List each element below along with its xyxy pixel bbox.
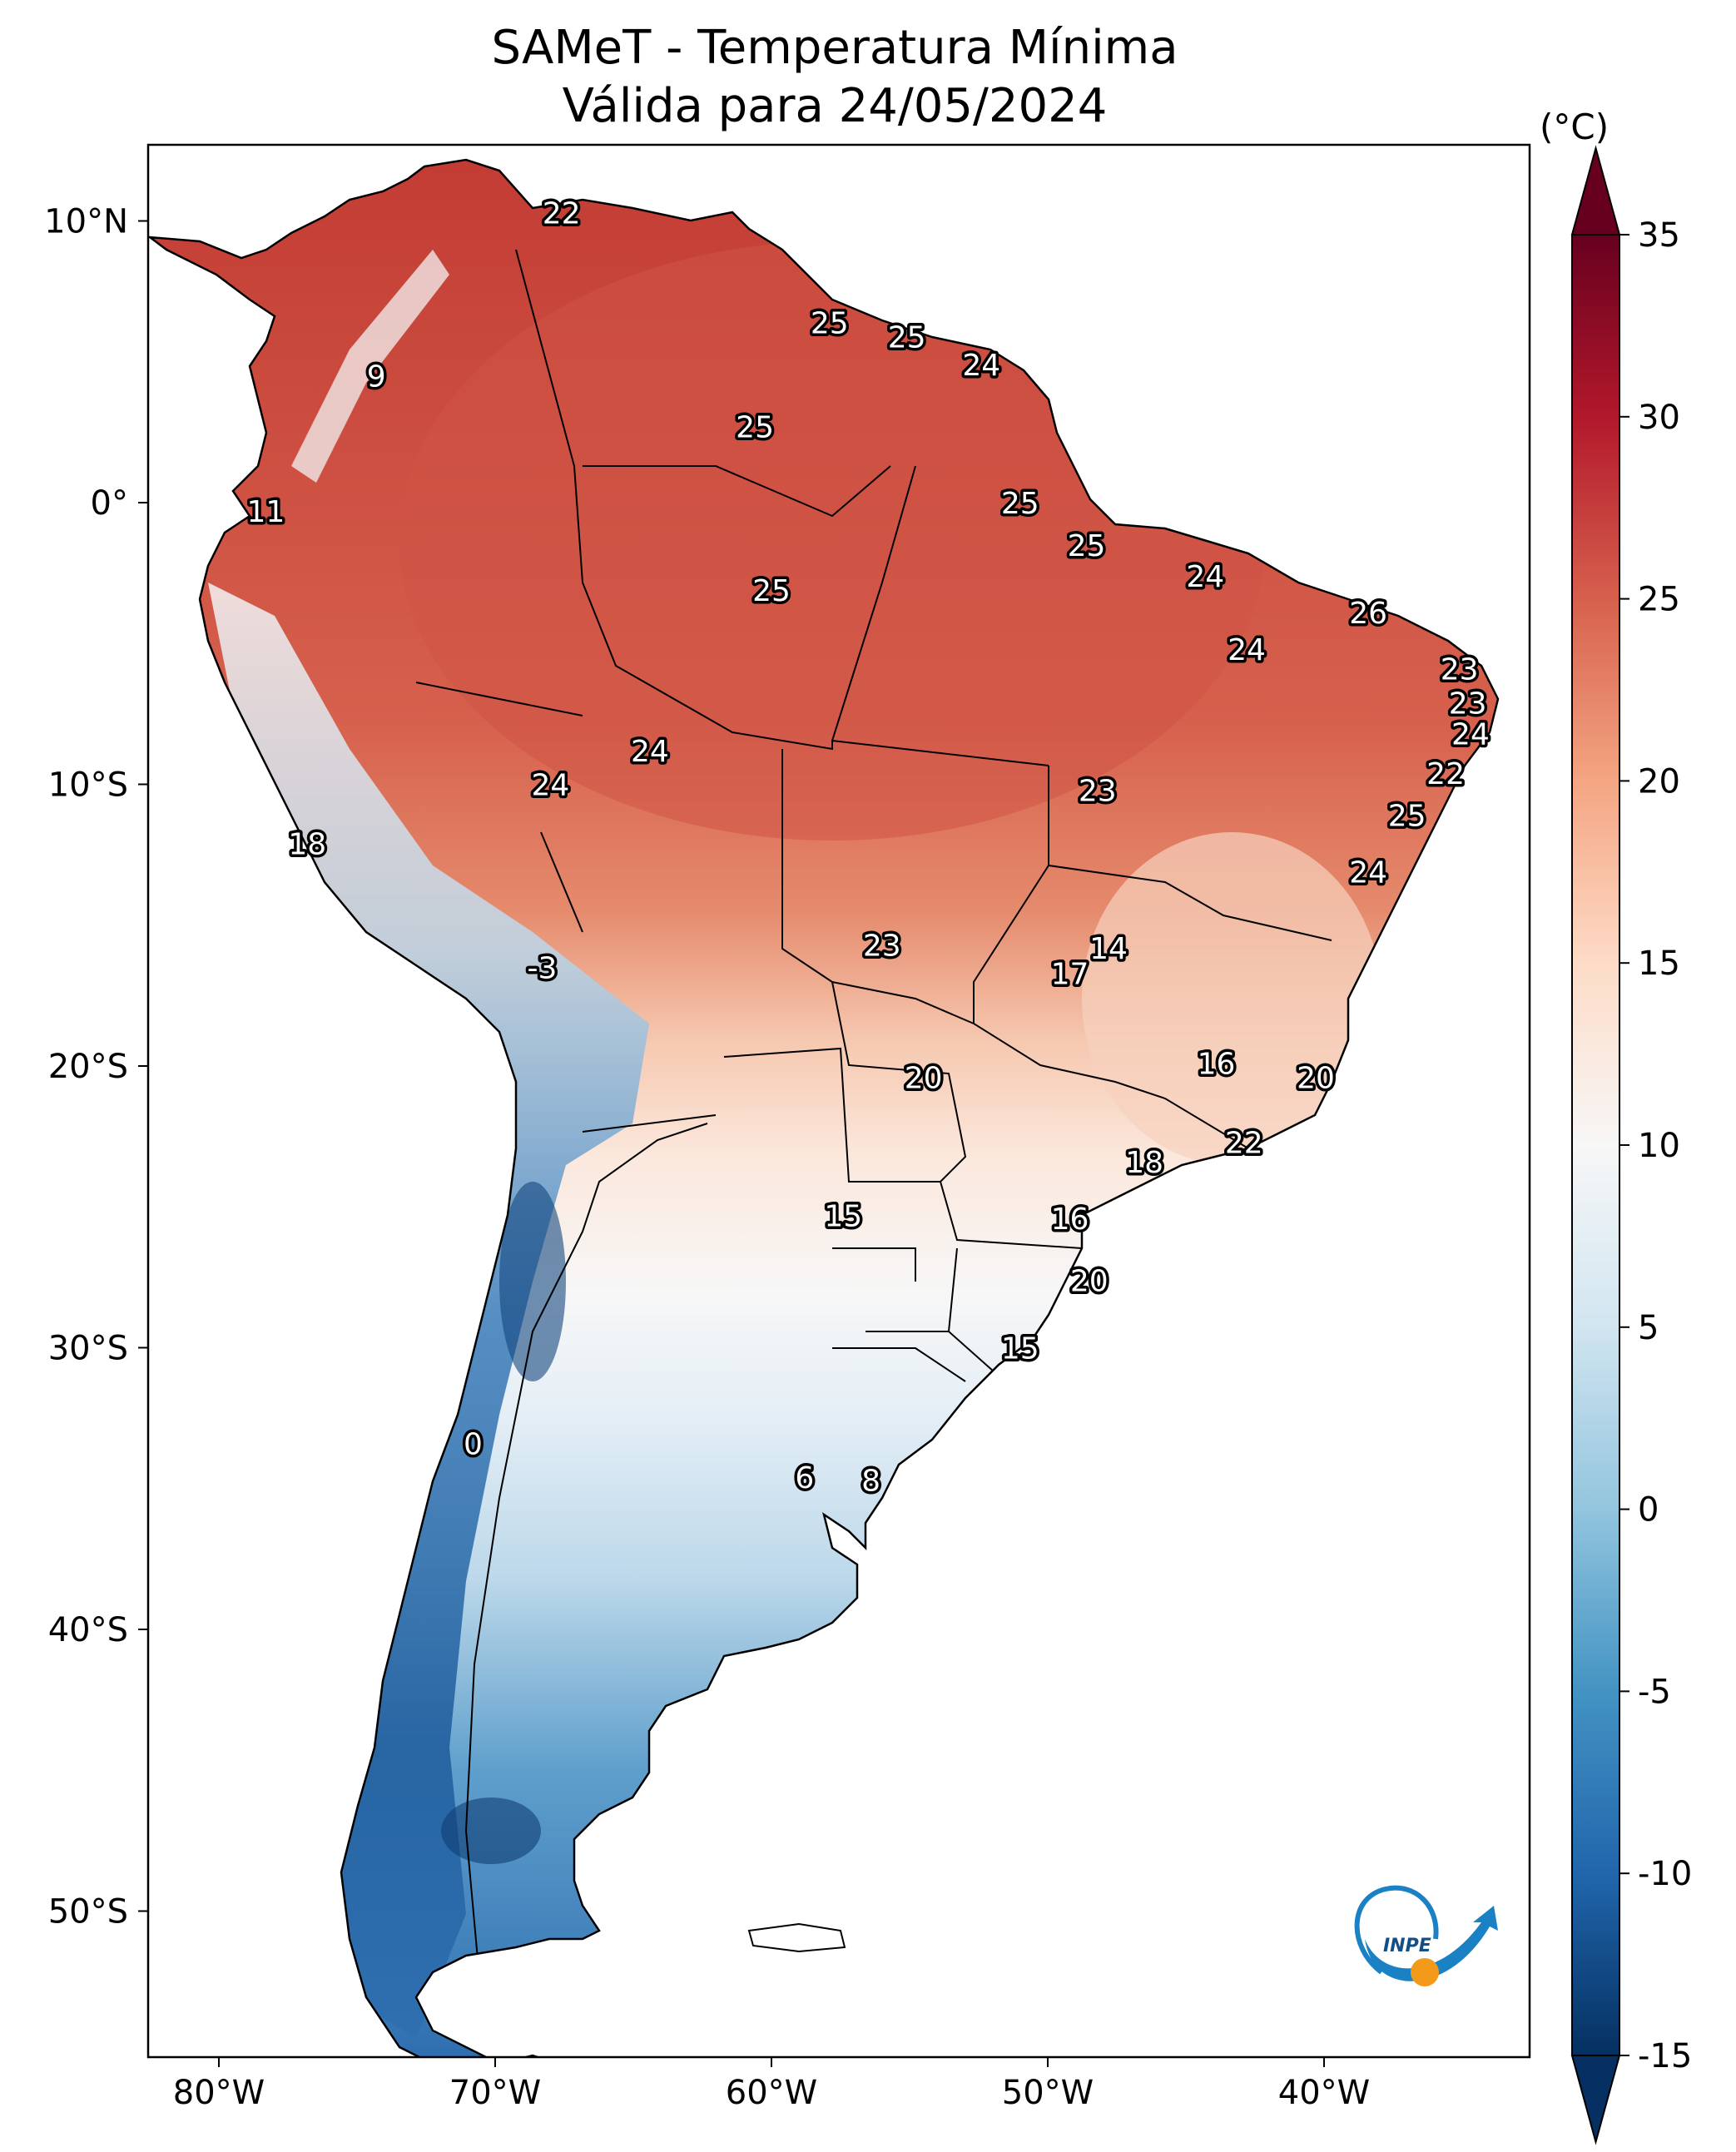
- temperature-value-label: 24: [531, 769, 569, 803]
- colorbar-tick-label: -5: [1638, 1673, 1671, 1711]
- colorbar-tick-label: 10: [1638, 1127, 1680, 1165]
- colorbar-tick-label: 35: [1638, 216, 1680, 255]
- temperature-value-label: 18: [288, 828, 326, 862]
- colorbar-tick-label: -15: [1638, 2037, 1692, 2075]
- colorbar-tick-label: 25: [1638, 581, 1680, 619]
- coastline: [148, 158, 1500, 2057]
- axis-labels: 80°W 70°W 60°W 50°W 40°W 10°N 0° 10°S 20°S 30°S 40…: [44, 203, 1370, 2113]
- colorbar-tick-label: 0: [1638, 1491, 1659, 1530]
- colorbar-tick-label: 20: [1638, 762, 1680, 801]
- temperature-value-label: 6: [795, 1461, 814, 1495]
- temperature-value-label: 17: [1051, 957, 1089, 991]
- temperature-value-label: 22: [1426, 757, 1465, 791]
- map-frame: [146, 143, 1531, 2059]
- temperature-value-label: 24: [1349, 855, 1387, 890]
- colorbar-tick-label: 30: [1638, 399, 1680, 437]
- temperature-value-label: 14: [1089, 932, 1128, 966]
- lat-label: 40°S: [48, 1611, 128, 1649]
- lon-label: 80°W: [173, 2074, 265, 2112]
- temperature-value-label: 22: [543, 196, 581, 231]
- logo-text: INPE: [1383, 1936, 1431, 1956]
- logo-orange-dot: [1411, 1958, 1439, 1986]
- temperature-value-label: 18: [1125, 1146, 1163, 1180]
- temperature-value-label: 22: [1225, 1126, 1263, 1160]
- colorbar-min-extend: [1570, 2055, 1621, 2145]
- temperature-value-label: 20: [1070, 1264, 1109, 1298]
- temperature-value-label: 24: [1186, 560, 1224, 594]
- temperature-value-label: 23: [1441, 653, 1479, 687]
- temperature-value-label: 15: [1001, 1332, 1039, 1366]
- temperature-value-label: 8: [861, 1465, 880, 1499]
- temperature-value-label: 23: [1079, 774, 1117, 808]
- lat-label: 30°S: [48, 1330, 128, 1368]
- temperature-value-label: 25: [811, 306, 849, 340]
- lat-label: 10°N: [44, 203, 128, 241]
- map-title: SAMeT - Temperatura Mínima: [491, 21, 1178, 75]
- colorbar-bar: [1571, 234, 1620, 2056]
- temperature-value-label: 25: [1388, 800, 1426, 834]
- lon-label: 70°W: [449, 2074, 541, 2112]
- temperature-value-label: 24: [631, 735, 669, 769]
- temperature-value-label: 9: [367, 360, 386, 394]
- temperature-value-label: 25: [1001, 487, 1039, 521]
- temperature-value-label: 16: [1198, 1048, 1236, 1082]
- temperature-value-label: -3: [527, 952, 557, 986]
- lon-label: 50°W: [1002, 2074, 1094, 2112]
- inpe-logo: INPE: [1354, 1885, 1498, 1986]
- temperature-value-label: 25: [752, 574, 791, 608]
- lon-label: 40°W: [1278, 2074, 1370, 2112]
- colorbar: 35 30 25 20 15 10 5 0 -5 -10 -15: [1570, 145, 1692, 2145]
- temperature-value-label: 15: [824, 1199, 862, 1233]
- axis-ticks: [138, 220, 1325, 2067]
- temperature-value-label: 24: [962, 349, 1000, 383]
- temperature-value-label: 0: [464, 1428, 483, 1462]
- temperature-value-label: 24: [1228, 633, 1266, 667]
- map-subtitle: Válida para 24/05/2024: [562, 79, 1108, 133]
- colorbar-tick-label: -10: [1638, 1855, 1692, 1893]
- lat-label: 50°S: [48, 1893, 128, 1931]
- temperature-value-label: 23: [863, 929, 901, 963]
- temperature-value-label: 25: [736, 411, 774, 445]
- temperature-value-label: 20: [905, 1062, 943, 1096]
- colorbar-max-extend: [1570, 145, 1621, 236]
- colorbar-unit-label: (°C): [1540, 107, 1610, 147]
- lat-label: 10°S: [48, 766, 128, 805]
- temperature-value-label: 25: [1068, 529, 1106, 563]
- temperature-value-label: 20: [1297, 1062, 1335, 1096]
- colorbar-tick-label: 5: [1638, 1309, 1659, 1347]
- falkland-islands: [747, 1922, 846, 1953]
- temperature-value-label: 25: [888, 320, 926, 355]
- temperature-value-label: 11: [247, 495, 285, 529]
- temperature-value-label: 24: [1451, 718, 1490, 752]
- lon-label: 60°W: [726, 2074, 817, 2112]
- temperature-value-label: 23: [1449, 687, 1487, 721]
- lat-label: 0°: [91, 484, 128, 523]
- colorbar-tick-label: 15: [1638, 945, 1680, 983]
- temperature-value-label: 16: [1051, 1202, 1089, 1237]
- temperature-value-label: 26: [1349, 597, 1387, 631]
- lat-label: 20°S: [48, 1048, 128, 1086]
